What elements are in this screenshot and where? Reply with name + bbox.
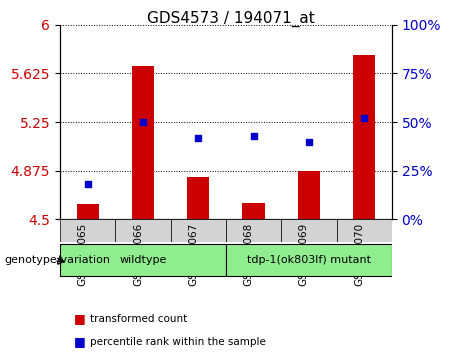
Bar [132,66,154,219]
Point [361,115,368,121]
Text: ■: ■ [74,335,85,348]
Point [139,119,147,125]
Point [305,139,313,144]
Point [250,133,257,139]
Bar [187,177,209,219]
Text: transformed count: transformed count [90,314,187,324]
Text: tdp-1(ok803lf) mutant: tdp-1(ok803lf) mutant [247,255,371,265]
Bar [60,244,226,276]
Bar [115,219,171,242]
Bar [226,244,392,276]
Text: GSM842068: GSM842068 [243,223,254,286]
Text: GSM842067: GSM842067 [188,223,198,286]
Text: genotype/variation: genotype/variation [5,255,111,265]
Bar [77,204,99,219]
Bar [281,219,337,242]
Bar [298,171,320,219]
Point [195,135,202,141]
Text: percentile rank within the sample: percentile rank within the sample [90,337,266,347]
Text: GSM842066: GSM842066 [133,223,143,286]
Text: ■: ■ [74,312,85,325]
Bar [353,55,375,219]
Bar [60,219,115,242]
Text: wildtype: wildtype [119,255,166,265]
Bar [171,219,226,242]
Text: GSM842065: GSM842065 [77,223,88,286]
Bar [337,219,392,242]
Bar [242,202,265,219]
Text: GSM842070: GSM842070 [354,223,364,286]
Bar [226,219,281,242]
Point [84,182,91,187]
Text: GSM842069: GSM842069 [299,223,309,286]
Text: GDS4573 / 194071_at: GDS4573 / 194071_at [147,11,314,27]
